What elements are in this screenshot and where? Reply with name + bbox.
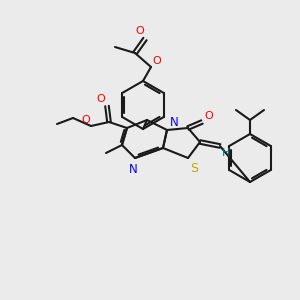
Text: O: O [97, 94, 105, 104]
Text: O: O [81, 115, 90, 125]
Text: N: N [170, 116, 179, 129]
Text: N: N [129, 163, 137, 176]
Text: O: O [152, 56, 161, 66]
Text: O: O [136, 26, 144, 36]
Text: H: H [222, 148, 230, 158]
Text: O: O [204, 111, 213, 121]
Text: S: S [190, 162, 198, 175]
